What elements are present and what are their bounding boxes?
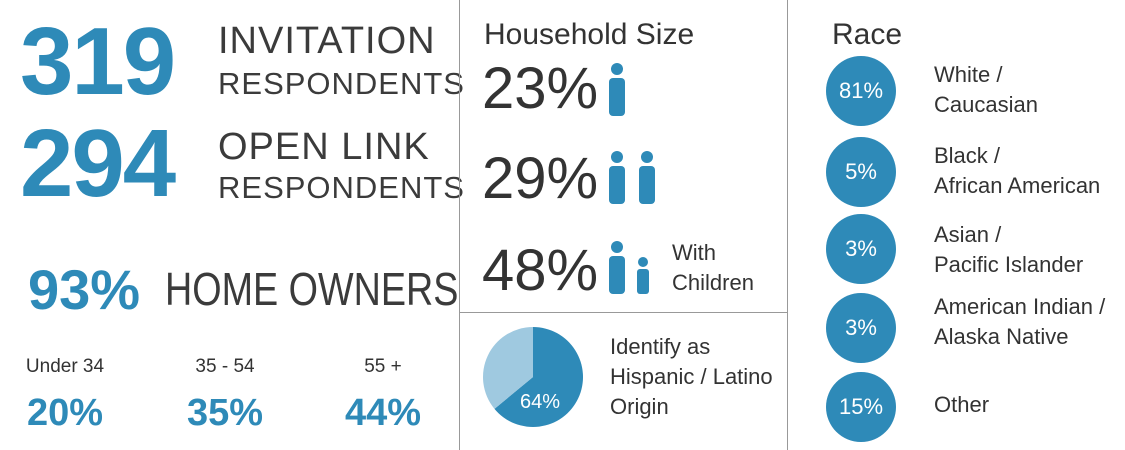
open-link-count: 294 xyxy=(20,110,176,217)
divider-right xyxy=(787,0,788,450)
hispanic-text-line1: Identify as xyxy=(610,334,711,359)
age-label-under-34: Under 34 xyxy=(25,356,105,377)
household-percent-single: 23% xyxy=(482,56,599,121)
race-label-american-indian-line2: Alaska Native xyxy=(934,324,1069,349)
age-percent-55-plus: 44% xyxy=(344,392,422,434)
race-label-black-line1: Black / xyxy=(934,143,1001,168)
race-label-asian-line1: Asian / xyxy=(934,222,1002,247)
age-label-55-plus: 55 + xyxy=(364,356,402,377)
age-label-35-54: 35 - 54 xyxy=(195,356,255,377)
race-percent-black: 5% xyxy=(845,159,877,184)
with-children-line2: Children xyxy=(672,270,754,295)
with-children-line1: With xyxy=(672,240,716,265)
invitation-count: 319 xyxy=(20,8,176,115)
pie-slice-1 xyxy=(483,327,533,409)
pie-slice-0 xyxy=(494,327,583,427)
race-circle-asian: 3% xyxy=(826,214,896,284)
household-title: Household Size xyxy=(484,18,695,51)
pie-percent-label: 64% xyxy=(520,391,560,413)
home-owners-percent: 93% xyxy=(28,258,141,321)
divider-household-bottom xyxy=(459,312,787,313)
race-label-american-indian-line1: American Indian / xyxy=(934,294,1106,319)
two-adults-icon xyxy=(609,151,655,204)
race-percent-asian: 3% xyxy=(845,236,877,261)
household-percent-two: 29% xyxy=(482,146,599,211)
open-link-label-line2: RESPONDENTS xyxy=(218,170,465,205)
race-label-asian-line2: Pacific Islander xyxy=(934,252,1084,277)
invitation-label-line2: RESPONDENTS xyxy=(218,66,465,101)
race-percent-american-indian: 3% xyxy=(845,315,877,340)
race-circle-american-indian: 3% xyxy=(826,293,896,363)
race-label-black-line2: African American xyxy=(934,173,1101,198)
race-circle-other: 15% xyxy=(826,372,896,442)
home-owners-label: HOME OWNERS xyxy=(165,263,459,315)
race-percent-white: 81% xyxy=(838,78,884,103)
hispanic-text-line3: Origin xyxy=(610,394,669,419)
race-percent-other: 15% xyxy=(838,394,884,419)
hispanic-text-line2: Hispanic / Latino xyxy=(610,364,773,389)
race-label-white-line2: Caucasian xyxy=(934,92,1038,117)
open-link-label-line1: OPEN LINK xyxy=(218,126,430,168)
age-percent-under-34: 20% xyxy=(26,392,104,434)
race-label-other: Other xyxy=(934,392,990,417)
invitation-label-line1: INVITATION xyxy=(218,20,436,62)
household-percent-children: 48% xyxy=(482,238,599,303)
age-percent-35-54: 35% xyxy=(186,392,264,434)
hispanic-pie-chart: 64% xyxy=(483,327,583,427)
divider-left xyxy=(459,0,460,450)
race-label-white-line1: White / xyxy=(934,62,1003,87)
single-person-icon xyxy=(609,63,625,116)
race-title: Race xyxy=(832,18,903,51)
race-circle-white: 81% xyxy=(826,56,896,126)
adult-with-child-icon xyxy=(609,241,649,294)
race-circle-black: 5% xyxy=(826,137,896,207)
